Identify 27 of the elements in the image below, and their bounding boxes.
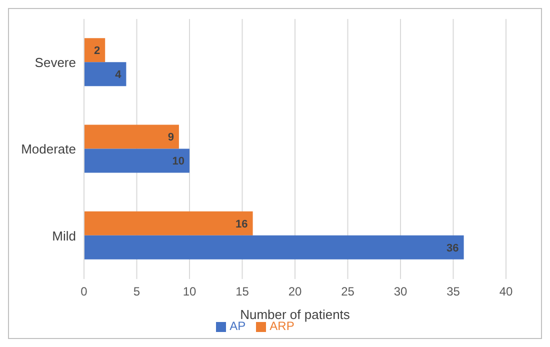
data-label: 10 (172, 156, 184, 168)
x-tick-label: 15 (236, 284, 250, 299)
x-tick-label: 5 (133, 284, 140, 299)
bar (84, 148, 190, 173)
x-tick-label: 0 (80, 284, 88, 299)
y-tick-label: Moderate (21, 142, 76, 157)
data-label: 9 (168, 132, 174, 144)
bar (84, 235, 464, 260)
y-tick-label: Mild (52, 228, 76, 244)
x-tick-label: 10 (182, 284, 196, 299)
data-label: 36 (446, 242, 459, 254)
bar (84, 124, 179, 149)
bar (84, 62, 126, 86)
bar (84, 211, 253, 236)
y-tick-label: Severe (34, 54, 76, 70)
x-tick-label: 25 (341, 284, 355, 299)
x-tick-label: 20 (288, 284, 302, 299)
legend-label: AP (230, 319, 246, 333)
x-tick-label: 35 (446, 284, 460, 299)
x-axis-title: Number of patients (240, 307, 350, 322)
data-label: 16 (236, 218, 248, 230)
data-label: 2 (94, 44, 100, 57)
x-tick-label: 30 (394, 284, 408, 299)
legend-label: ARP (270, 319, 294, 333)
x-tick-label: 40 (499, 284, 513, 299)
bar (84, 38, 106, 62)
data-label: 4 (115, 68, 122, 81)
